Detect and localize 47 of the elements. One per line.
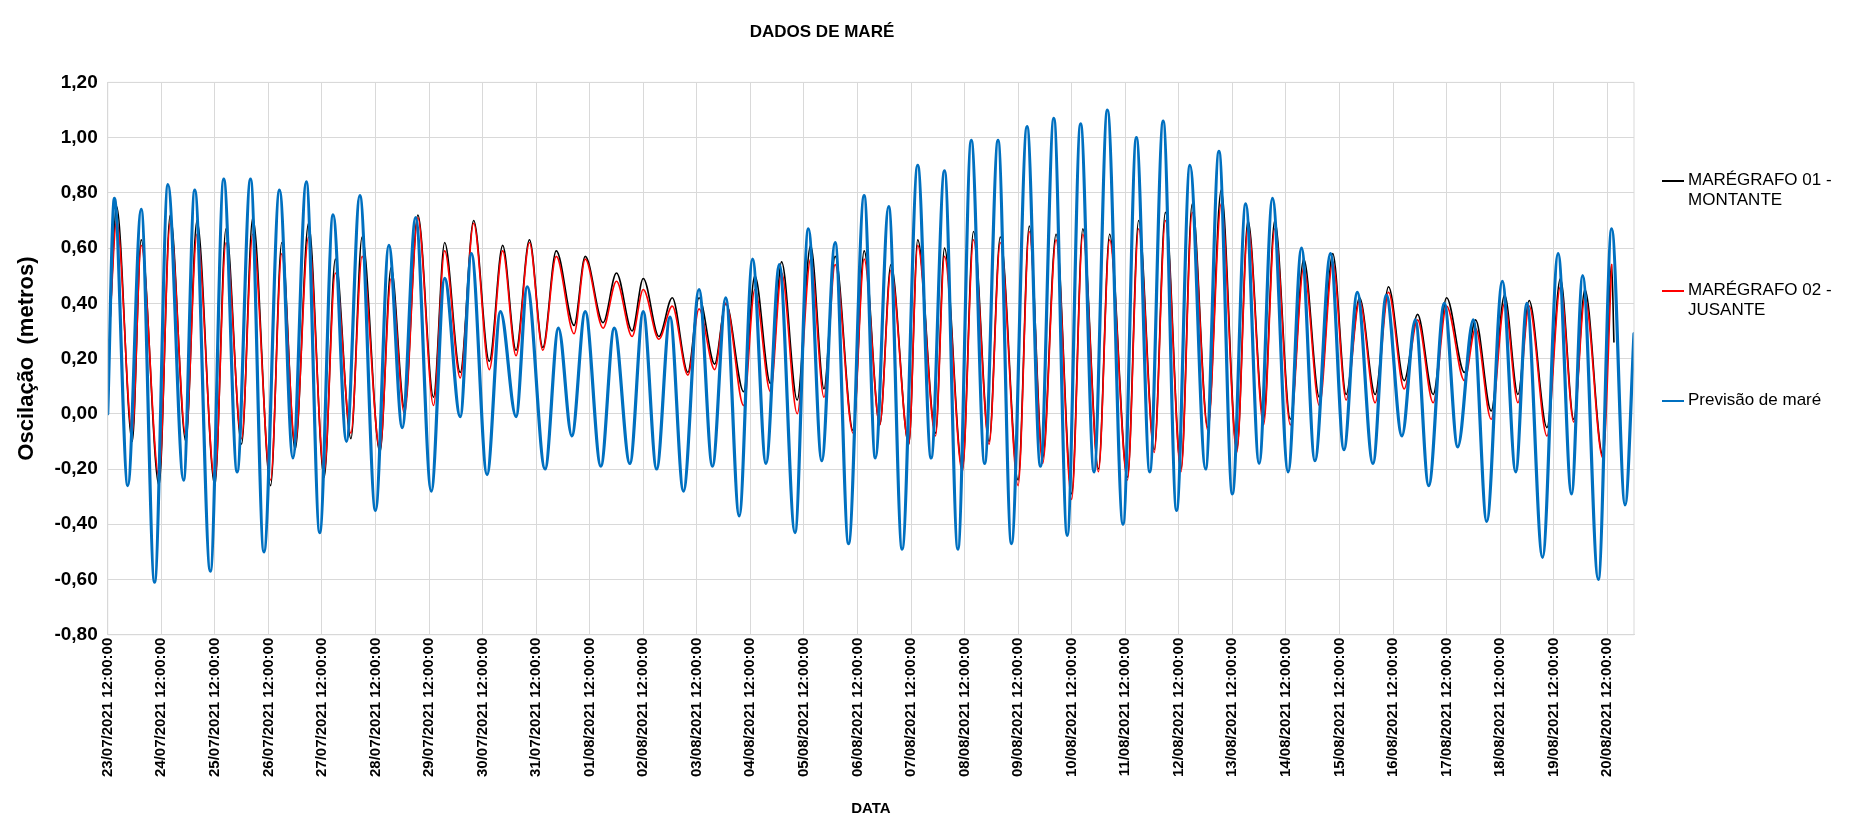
x-tick-label: 23/07/2021 12:00:00 — [97, 637, 115, 778]
x-tick-label: 19/08/2021 12:00:00 — [1543, 637, 1561, 778]
y-tick-label: 0,00 — [60, 402, 98, 424]
y-axis-title: Oscilação (metros) — [13, 256, 39, 461]
y-tick-label: 0,20 — [60, 346, 98, 368]
legend-label: Previsão de maré — [1688, 390, 1822, 410]
x-tick-label: 14/08/2021 12:00:00 — [1276, 637, 1294, 778]
chart-title: DADOS DE MARÉ — [749, 21, 895, 41]
x-tick-label: 06/08/2021 12:00:00 — [847, 637, 865, 778]
y-tick-label: 1,20 — [60, 70, 98, 92]
x-tick-label: 29/07/2021 12:00:00 — [419, 637, 437, 778]
y-tick-label: 1,00 — [60, 125, 98, 147]
x-tick-label: 08/08/2021 12:00:00 — [954, 637, 972, 778]
x-tick-label: 03/08/2021 12:00:00 — [686, 637, 704, 778]
x-tick-label: 11/08/2021 12:00:00 — [1115, 637, 1133, 777]
y-tick-label: 0,40 — [60, 291, 98, 313]
legend-label: MARÉGRAFO 02 - JUSANTE — [1688, 280, 1833, 320]
y-tick-label: 0,80 — [60, 181, 98, 203]
y-tick-label: -0,40 — [54, 512, 98, 534]
x-tick-label: 10/08/2021 12:00:00 — [1061, 637, 1079, 778]
x-tick-label: 13/08/2021 12:00:00 — [1222, 637, 1240, 778]
y-tick-label: 0,60 — [60, 236, 98, 258]
x-tick-label: 16/08/2021 12:00:00 — [1383, 637, 1401, 778]
x-tick-label: 12/08/2021 12:00:00 — [1168, 637, 1186, 778]
x-axis-title: DATA — [851, 799, 891, 817]
x-tick-label: 15/08/2021 12:00:00 — [1329, 637, 1347, 778]
x-tick-label: 24/07/2021 12:00:00 — [151, 637, 169, 778]
x-tick-label: 28/07/2021 12:00:00 — [365, 637, 383, 778]
x-tick-label: 17/08/2021 12:00:00 — [1436, 637, 1454, 778]
x-tick-label: 07/08/2021 12:00:00 — [901, 637, 919, 778]
x-tick-label: 02/08/2021 12:00:00 — [633, 637, 651, 778]
x-tick-label: 05/08/2021 12:00:00 — [794, 637, 812, 778]
legend-label: MARÉGRAFO 01 - MONTANTE — [1688, 170, 1833, 210]
y-tick-label: -0,60 — [54, 567, 98, 589]
x-tick-label: 01/08/2021 12:00:00 — [579, 637, 597, 778]
y-tick-label: -0,20 — [54, 457, 98, 479]
x-tick-label: 18/08/2021 12:00:00 — [1490, 637, 1508, 778]
y-tick-label: -0,80 — [54, 622, 98, 644]
x-tick-label: 26/07/2021 12:00:00 — [258, 637, 276, 778]
x-tick-label: 31/07/2021 12:00:00 — [526, 637, 544, 778]
x-tick-label: 09/08/2021 12:00:00 — [1008, 637, 1026, 778]
x-tick-label: 27/07/2021 12:00:00 — [312, 637, 330, 778]
x-tick-label: 30/07/2021 12:00:00 — [472, 637, 490, 778]
line-series — [107, 108, 1634, 584]
x-tick-label: 04/08/2021 12:00:00 — [740, 637, 758, 778]
x-tick-label: 25/07/2021 12:00:00 — [204, 637, 222, 778]
x-tick-label: 20/08/2021 12:00:00 — [1597, 637, 1615, 778]
